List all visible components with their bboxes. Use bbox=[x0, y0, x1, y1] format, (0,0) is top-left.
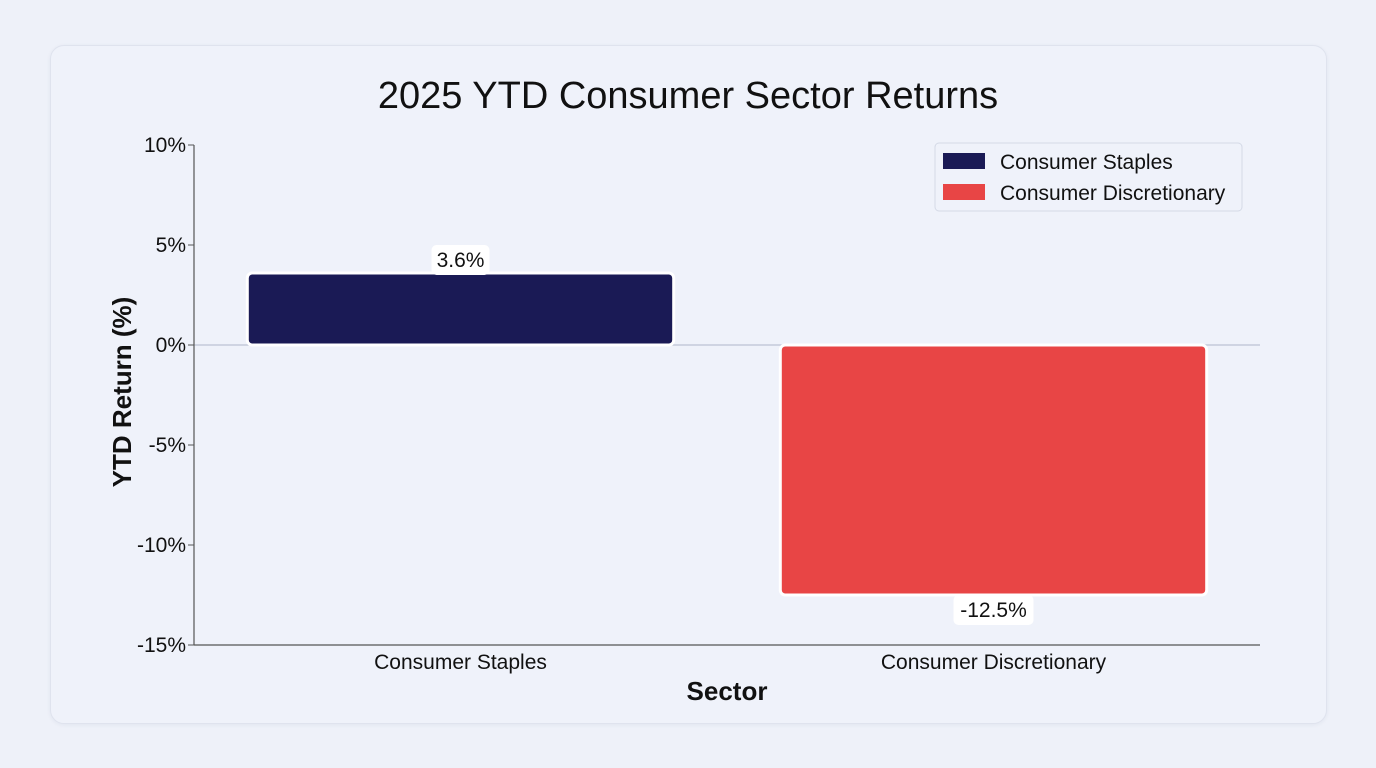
data-labels-group: 3.6% -12.5% bbox=[431, 245, 1034, 625]
bar-consumer-staples bbox=[245, 271, 676, 347]
legend-label-consumer-discretionary: Consumer Discretionary bbox=[1000, 182, 1226, 205]
data-label-box-consumer-discretionary bbox=[953, 595, 1034, 625]
legend-label-consumer-staples: Consumer Staples bbox=[1000, 151, 1173, 174]
y-tick-label: 5% bbox=[156, 234, 186, 257]
legend-swatch-consumer-discretionary bbox=[943, 184, 985, 200]
chart-title: 2025 YTD Consumer Sector Returns bbox=[378, 75, 998, 117]
y-axis-ticks: 10% 5% 0% -5% -10% -15% bbox=[137, 134, 194, 657]
x-axis-ticks: Consumer Staples Consumer Discretionary bbox=[374, 651, 1106, 674]
x-tick-label-consumer-staples: Consumer Staples bbox=[374, 651, 547, 674]
y-tick-label: -5% bbox=[149, 434, 186, 457]
x-tick-label-consumer-discretionary: Consumer Discretionary bbox=[881, 651, 1107, 674]
bars-group bbox=[245, 271, 1209, 597]
y-axis-title: YTD Return (%) bbox=[107, 297, 137, 488]
legend-box bbox=[934, 142, 1243, 212]
bar-consumer-discretionary bbox=[778, 343, 1209, 597]
data-label-consumer-staples: 3.6% bbox=[437, 249, 485, 272]
y-tick-label: 0% bbox=[156, 334, 186, 357]
x-axis-title: Sector bbox=[687, 676, 768, 706]
y-tick-label: -10% bbox=[137, 534, 186, 557]
legend-swatch-consumer-staples bbox=[943, 153, 985, 169]
data-label-box-consumer-staples bbox=[431, 245, 490, 275]
y-tick-label: 10% bbox=[144, 134, 186, 157]
data-label-consumer-discretionary: -12.5% bbox=[960, 599, 1027, 622]
y-tick-label: -15% bbox=[137, 634, 186, 657]
legend: Consumer Staples Consumer Discretionary bbox=[934, 142, 1243, 212]
